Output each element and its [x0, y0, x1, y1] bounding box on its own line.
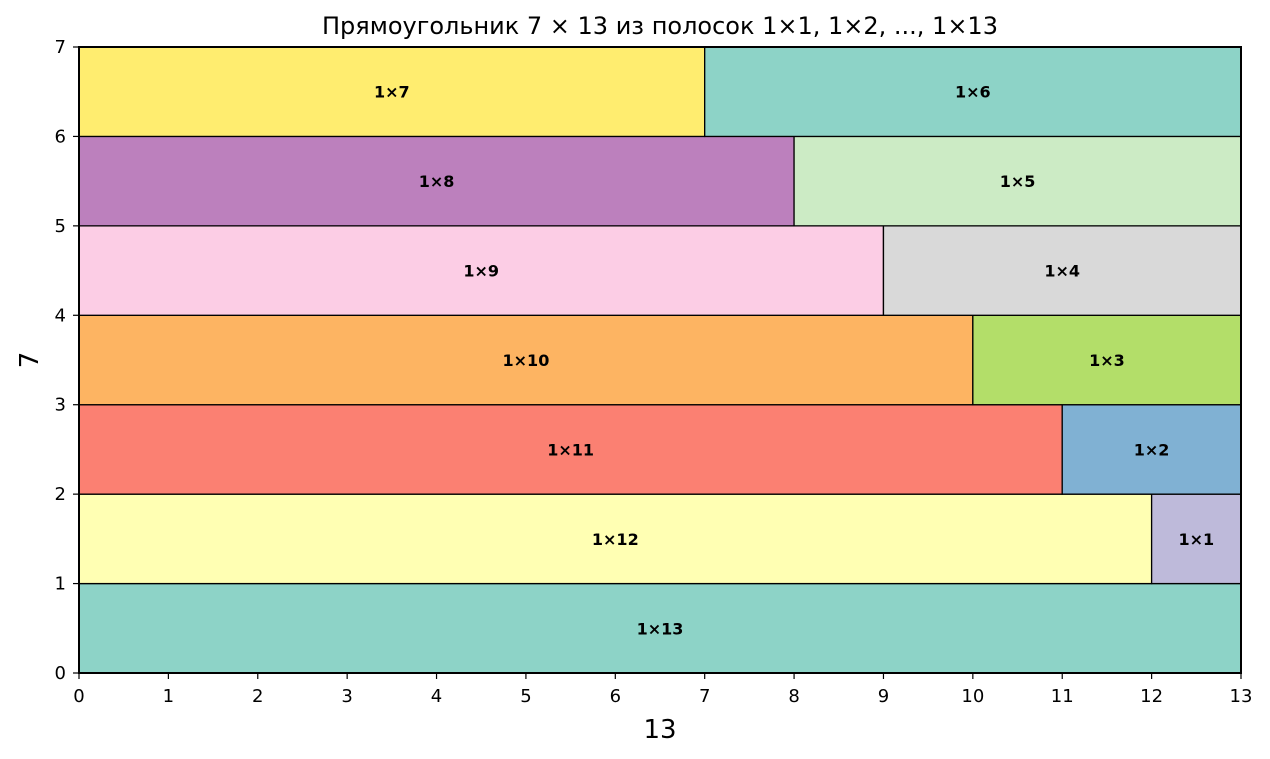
y-tick-label: 5	[55, 216, 66, 237]
strip-bar	[793, 135, 1242, 227]
strip-label: 1×10	[503, 351, 550, 370]
x-tick-label: 5	[520, 686, 531, 707]
x-tick-label: 4	[431, 686, 442, 707]
y-axis-ticks: 0 1 2 3 4 5 6 7	[55, 37, 79, 684]
strip-label: 1×6	[955, 83, 991, 102]
y-tick-label: 2	[55, 484, 66, 505]
strip-label: 1×9	[463, 262, 499, 281]
strip-bar	[882, 225, 1242, 316]
y-tick-label: 0	[55, 663, 66, 684]
y-tick-label: 3	[55, 395, 66, 416]
y-tick-label: 6	[55, 126, 66, 147]
x-tick-label: 9	[878, 686, 889, 707]
x-axis-label: 13	[643, 715, 676, 745]
strip-label: 1×13	[637, 619, 684, 638]
x-tick-label: 1	[163, 686, 174, 707]
strip-label: 1×3	[1089, 351, 1125, 370]
strip-bars: 1×13 1×12 1×1 1×11 1×2 1×10 1×3 1×9 1×4 1×8 1×5 1×7…	[78, 46, 1242, 674]
plot-frame	[78, 46, 1242, 674]
x-tick-label: 11	[1051, 686, 1074, 707]
y-tick-label: 1	[55, 574, 66, 595]
chart-title: Прямоугольник 7 × 13 из полосок 1×1, 1×2…	[322, 12, 998, 40]
strip-bar	[704, 46, 1242, 138]
strip-label: 1×8	[419, 172, 455, 191]
x-tick-label: 2	[252, 686, 263, 707]
strip-bar	[1150, 493, 1242, 585]
y-axis-label: 7	[15, 352, 45, 369]
strip-label: 1×1	[1178, 530, 1214, 549]
x-tick-label: 8	[788, 686, 799, 707]
strip-bar	[972, 314, 1242, 406]
strip-label: 1×11	[547, 440, 594, 459]
x-tick-label: 0	[73, 686, 84, 707]
x-tick-label: 7	[699, 686, 710, 707]
x-axis-ticks: 0 1 2 3 4 5 6 7 8 9 10 11 12 13	[73, 673, 1252, 707]
strip-bar	[1061, 404, 1242, 495]
x-tick-label: 10	[961, 686, 984, 707]
strip-label: 1×4	[1044, 262, 1080, 281]
x-tick-label: 6	[610, 686, 621, 707]
strip-label: 1×12	[592, 530, 639, 549]
y-tick-label: 7	[55, 37, 66, 58]
y-tick-label: 4	[55, 305, 66, 326]
x-tick-label: 12	[1140, 686, 1163, 707]
strip-label: 1×2	[1134, 440, 1170, 459]
strip-label: 1×5	[1000, 172, 1036, 191]
strip-bar	[78, 46, 706, 138]
strip-bar	[78, 225, 885, 316]
x-tick-label: 3	[341, 686, 352, 707]
strip-label: 1×7	[374, 83, 410, 102]
x-tick-label: 13	[1230, 686, 1253, 707]
